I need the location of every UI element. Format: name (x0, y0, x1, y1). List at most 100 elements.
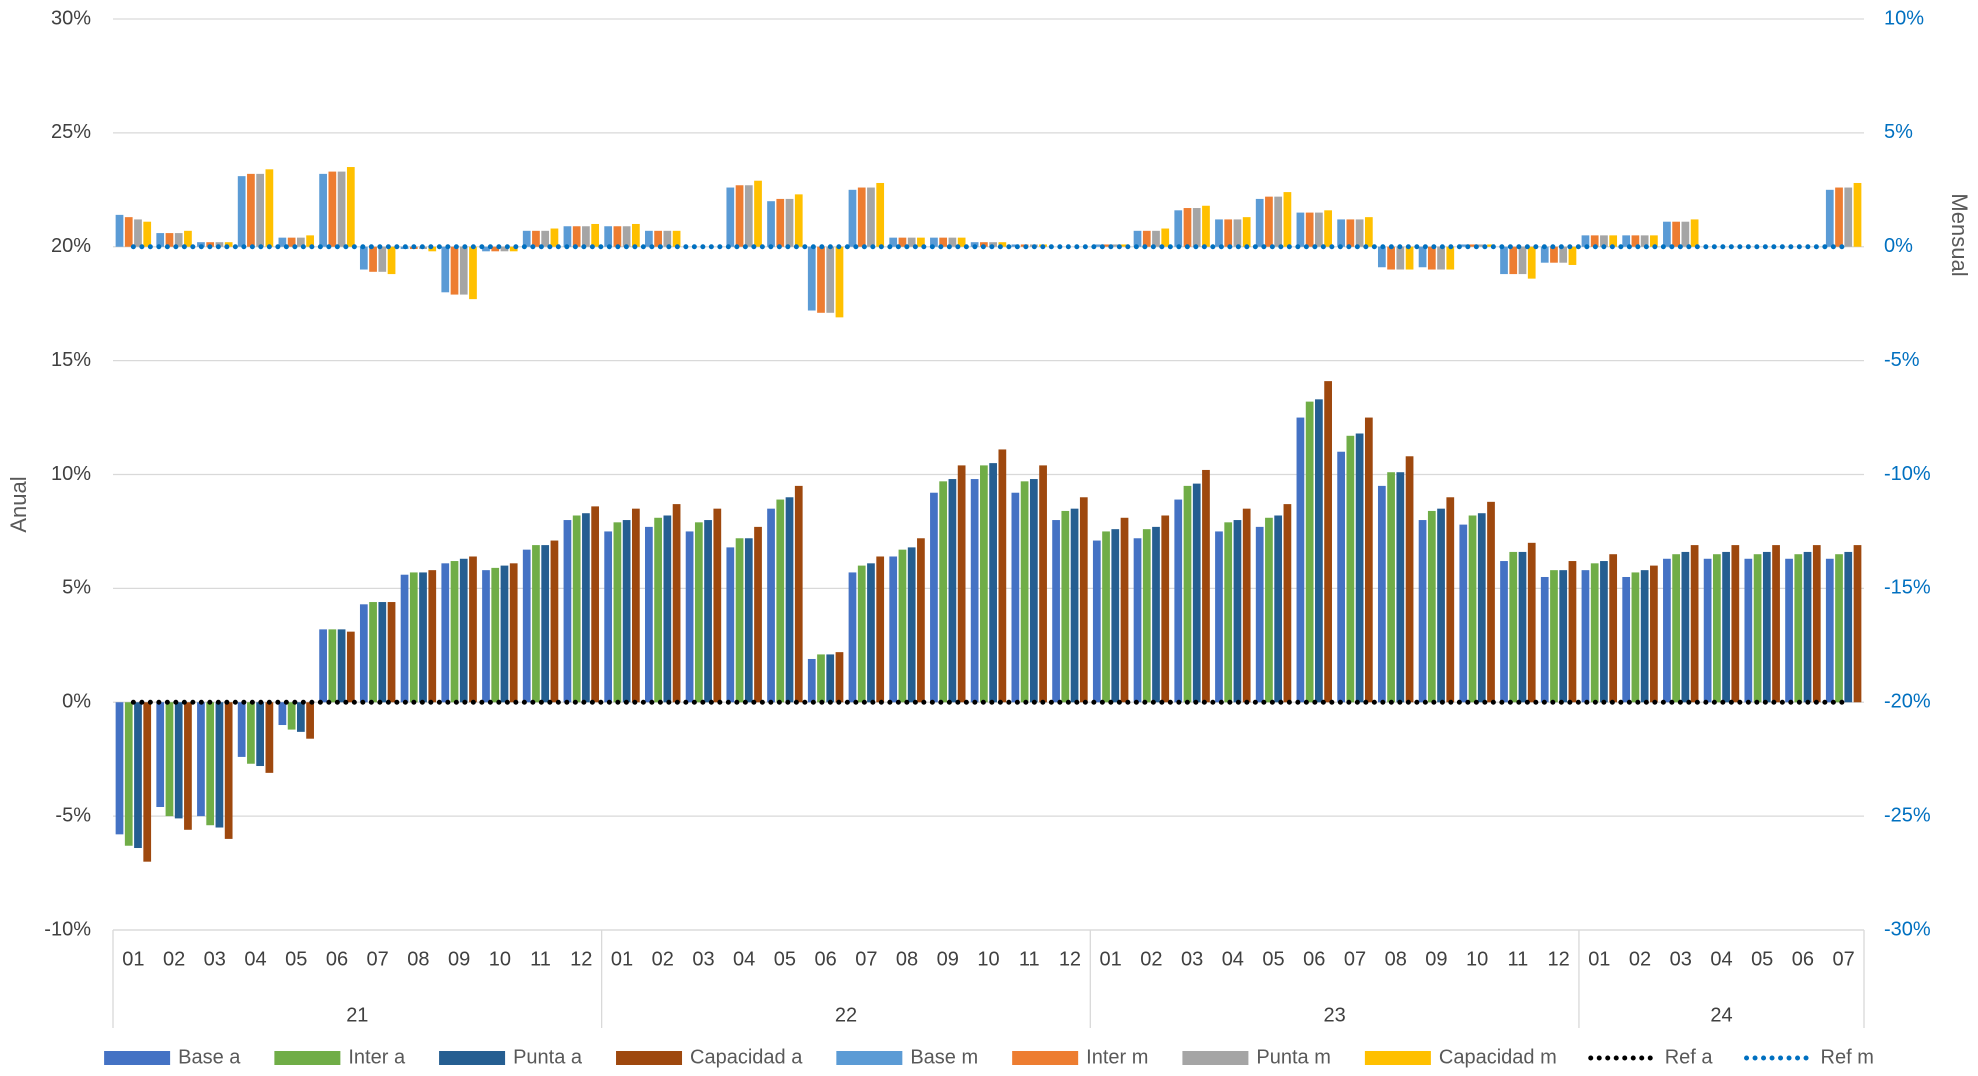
bar (265, 169, 274, 247)
bar (1477, 513, 1486, 703)
bar (622, 226, 631, 247)
bar (1355, 219, 1364, 247)
y-tick-label: 30% (51, 7, 91, 29)
y-tick-label: 0% (62, 691, 91, 713)
bar (957, 465, 966, 703)
bar (1650, 235, 1658, 247)
bar (1161, 515, 1170, 703)
x-tick-label: 09 (937, 948, 959, 970)
bar (563, 226, 572, 247)
bar (1192, 208, 1201, 247)
bar (459, 558, 468, 703)
bar (143, 221, 152, 247)
bar (1265, 517, 1273, 703)
bar (1812, 545, 1821, 703)
x-tick-label: 02 (1140, 948, 1162, 970)
bar (184, 702, 192, 830)
bar (1590, 563, 1599, 703)
bar (1427, 246, 1436, 270)
bar (115, 702, 124, 835)
bar (1853, 182, 1862, 247)
legend-label: Ref a (1665, 1046, 1714, 1068)
bar (143, 702, 152, 862)
bar (265, 702, 274, 773)
bar (1255, 198, 1264, 247)
bar (1283, 192, 1292, 247)
bar (1192, 483, 1201, 703)
y2-tick-label: 5% (1884, 121, 1913, 143)
bar (387, 246, 396, 275)
bar (541, 230, 550, 247)
bar (278, 237, 287, 247)
bar (1568, 246, 1577, 265)
bar (156, 702, 165, 808)
x-tick-label: 02 (1629, 948, 1651, 970)
bar (1753, 554, 1762, 703)
x-group-label: 23 (1324, 1004, 1346, 1026)
bar (224, 242, 233, 247)
bar (1631, 235, 1640, 247)
bar (1346, 435, 1355, 703)
bar (469, 556, 477, 703)
bar (1609, 554, 1618, 703)
bar (469, 246, 477, 300)
legend-symbol (1364, 1051, 1431, 1065)
bar (1061, 510, 1070, 703)
x-group-label: 24 (1710, 1004, 1732, 1026)
x-tick-label: 03 (1670, 948, 1692, 970)
bar (1540, 246, 1549, 263)
bar (369, 602, 377, 703)
bar (1446, 246, 1455, 270)
bar (817, 654, 825, 703)
bar (1405, 456, 1414, 703)
bar (939, 237, 948, 247)
x-tick-label: 06 (1303, 948, 1325, 970)
bar (306, 235, 314, 247)
legend-symbol (274, 1051, 341, 1065)
x-tick-label: 01 (1588, 948, 1610, 970)
bar (1029, 479, 1038, 703)
bar (1825, 558, 1834, 703)
bar (1255, 526, 1264, 703)
y-tick-label: -10% (44, 918, 91, 940)
y2-tick-label: 10% (1884, 7, 1924, 29)
bar (328, 629, 337, 703)
bar (889, 237, 898, 247)
bar (726, 547, 735, 703)
bar (1364, 417, 1373, 703)
bar (1622, 235, 1631, 247)
legend-label: Inter m (1086, 1046, 1148, 1068)
bar (319, 629, 327, 703)
bar (1111, 244, 1120, 247)
y2-tick-label: -30% (1884, 918, 1931, 940)
bar (1762, 551, 1771, 703)
bar (1396, 246, 1405, 270)
bar (1468, 515, 1477, 703)
bar (256, 702, 265, 767)
bar (287, 702, 296, 730)
bar (1418, 520, 1427, 703)
bar (1296, 212, 1305, 247)
bar (1120, 517, 1129, 703)
bar (1265, 196, 1273, 247)
y2-axis-label: Mensual (1947, 193, 1972, 276)
bar (744, 538, 753, 703)
bar (826, 654, 835, 703)
bar (622, 520, 631, 703)
legend-label: Capacidad m (1439, 1046, 1557, 1068)
bar (428, 246, 437, 252)
bar (794, 485, 803, 703)
bar (532, 230, 540, 247)
x-tick-label: 01 (122, 948, 144, 970)
bar (1640, 235, 1649, 247)
bar (1202, 469, 1210, 703)
bar (867, 187, 875, 247)
bar (663, 515, 672, 703)
bar (491, 567, 500, 703)
bar (450, 561, 459, 703)
bar (1622, 576, 1631, 703)
bar (174, 233, 183, 247)
legend-symbol (439, 1051, 506, 1065)
bar (694, 522, 703, 703)
legend-label: Capacidad a (690, 1046, 803, 1068)
